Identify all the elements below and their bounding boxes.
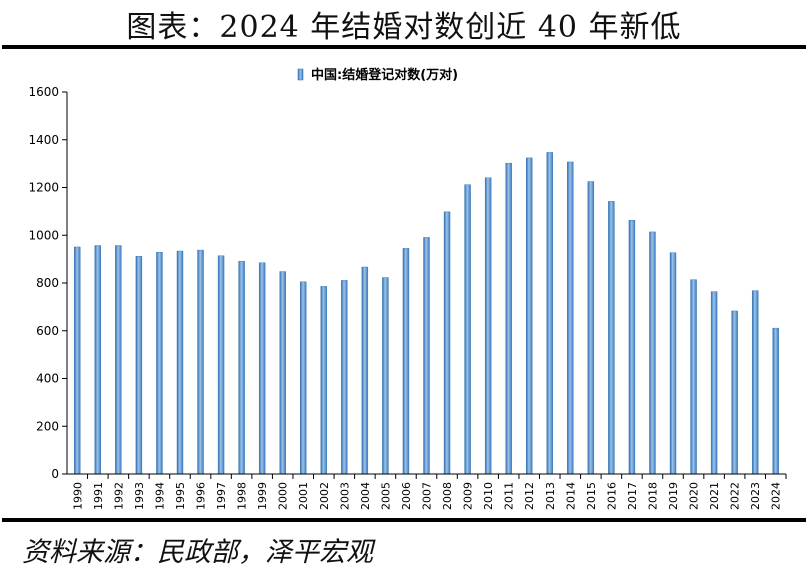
- y-tick-label: 200: [36, 419, 59, 433]
- y-tick-label: 1600: [28, 85, 59, 99]
- bar-2009: [464, 184, 471, 475]
- top-rule: [2, 45, 806, 49]
- chart-legend: 中国:结婚登记对数(万对): [297, 67, 458, 83]
- bar-series: [74, 152, 779, 475]
- x-tick-label: 2003: [338, 482, 351, 510]
- x-tick-label: 2002: [318, 482, 331, 510]
- x-tick-label: 2014: [564, 482, 577, 510]
- bar-1990: [74, 246, 81, 475]
- bar-2020: [690, 279, 697, 475]
- bar-1999: [258, 262, 266, 475]
- x-tick-label: 1993: [133, 482, 146, 510]
- x-tick-label: 2019: [667, 482, 680, 510]
- x-tick-label: 2001: [297, 482, 310, 510]
- source-note: 资料来源：民政部，泽平宏观: [22, 537, 373, 568]
- x-tick-label: 1991: [92, 482, 105, 510]
- y-tick-label: 1000: [28, 228, 59, 242]
- x-tick-label: 2011: [503, 482, 516, 510]
- x-tick-label: 1990: [71, 482, 84, 510]
- bar-2006: [402, 248, 410, 475]
- x-tick-label: 2021: [708, 482, 721, 510]
- bar-2011: [505, 162, 512, 475]
- x-tick-label: 2022: [729, 482, 742, 510]
- bar-2004: [361, 266, 369, 475]
- y-tick-label: 600: [36, 324, 59, 338]
- legend-label: 中国:结婚登记对数(万对): [311, 67, 458, 83]
- x-tick-label: 2023: [749, 482, 762, 510]
- y-tick-label: 1400: [28, 133, 59, 147]
- x-tick-label: 2004: [359, 482, 372, 510]
- x-tick-label: 2000: [277, 482, 290, 510]
- bar-2021: [710, 291, 718, 475]
- legend-swatch: [297, 68, 304, 81]
- y-tick-label: 800: [36, 276, 59, 290]
- bar-2023: [751, 290, 759, 475]
- bar-2013: [546, 152, 553, 475]
- x-tick-label: 2018: [646, 482, 659, 510]
- bar-2002: [320, 286, 327, 475]
- x-tick-label: 2009: [462, 482, 475, 510]
- bar-2012: [526, 157, 533, 475]
- x-tick-label: 1994: [153, 482, 166, 510]
- bottom-rule: [2, 518, 806, 522]
- figure-title: 图表：2024 年结婚对数创近 40 年新低: [126, 10, 682, 45]
- bar-2017: [628, 220, 636, 475]
- bar-2022: [731, 310, 738, 475]
- x-tick-label: 2016: [605, 482, 618, 510]
- x-tick-label: 2010: [482, 482, 495, 510]
- bar-1992: [115, 245, 122, 475]
- bar-2007: [423, 237, 430, 475]
- x-tick-label: 2012: [523, 482, 536, 510]
- bar-1991: [94, 245, 102, 475]
- bar-2014: [567, 161, 574, 475]
- x-tick-label: 2015: [585, 482, 598, 510]
- x-tick-label: 1998: [236, 482, 249, 510]
- x-tick-label: 2017: [626, 482, 639, 510]
- bar-2024: [772, 327, 779, 475]
- bar-1998: [238, 261, 245, 475]
- x-tick-label: 2020: [688, 482, 701, 510]
- bar-2018: [649, 231, 656, 475]
- bar-2008: [443, 211, 451, 475]
- x-tick-label: 1996: [195, 482, 208, 510]
- x-axis: 1990 1991 1992 1993 1994 1995 1996 1997 1998 1999…: [67, 473, 787, 510]
- bar-2010: [484, 177, 492, 475]
- bar-1993: [135, 256, 143, 475]
- x-tick-label: 2008: [441, 482, 454, 510]
- bar-2015: [587, 181, 595, 475]
- bar-2019: [669, 252, 677, 475]
- x-tick-label: 2013: [544, 482, 557, 510]
- bar-1994: [156, 252, 163, 475]
- bar-2003: [341, 280, 348, 475]
- x-tick-label: 2024: [770, 482, 783, 510]
- y-tick-label: 400: [36, 372, 59, 386]
- bar-1995: [176, 250, 184, 475]
- bar-2000: [279, 271, 286, 475]
- bar-1996: [197, 249, 204, 475]
- bar-1997: [217, 255, 225, 475]
- x-tick-label: 1995: [174, 482, 187, 510]
- y-axis: 0 200 400 600 800 1000 1200 1400 1600: [28, 85, 68, 481]
- x-tick-label: 2005: [379, 482, 392, 510]
- x-tick-label: 1999: [256, 482, 269, 510]
- x-tick-label: 1992: [112, 482, 125, 510]
- x-tick-label: 1997: [215, 482, 228, 510]
- bar-chart: 中国:结婚登记对数(万对) 0 200 400 600 800 1000 1200 1400 1…: [28, 67, 787, 510]
- y-tick-label: 1200: [28, 181, 59, 195]
- x-tick-label: 2006: [400, 482, 413, 510]
- y-tick-label: 0: [51, 467, 59, 481]
- x-tick-label: 2007: [421, 482, 434, 510]
- bar-2005: [382, 277, 389, 475]
- bar-2001: [300, 281, 307, 475]
- bar-2016: [608, 201, 615, 475]
